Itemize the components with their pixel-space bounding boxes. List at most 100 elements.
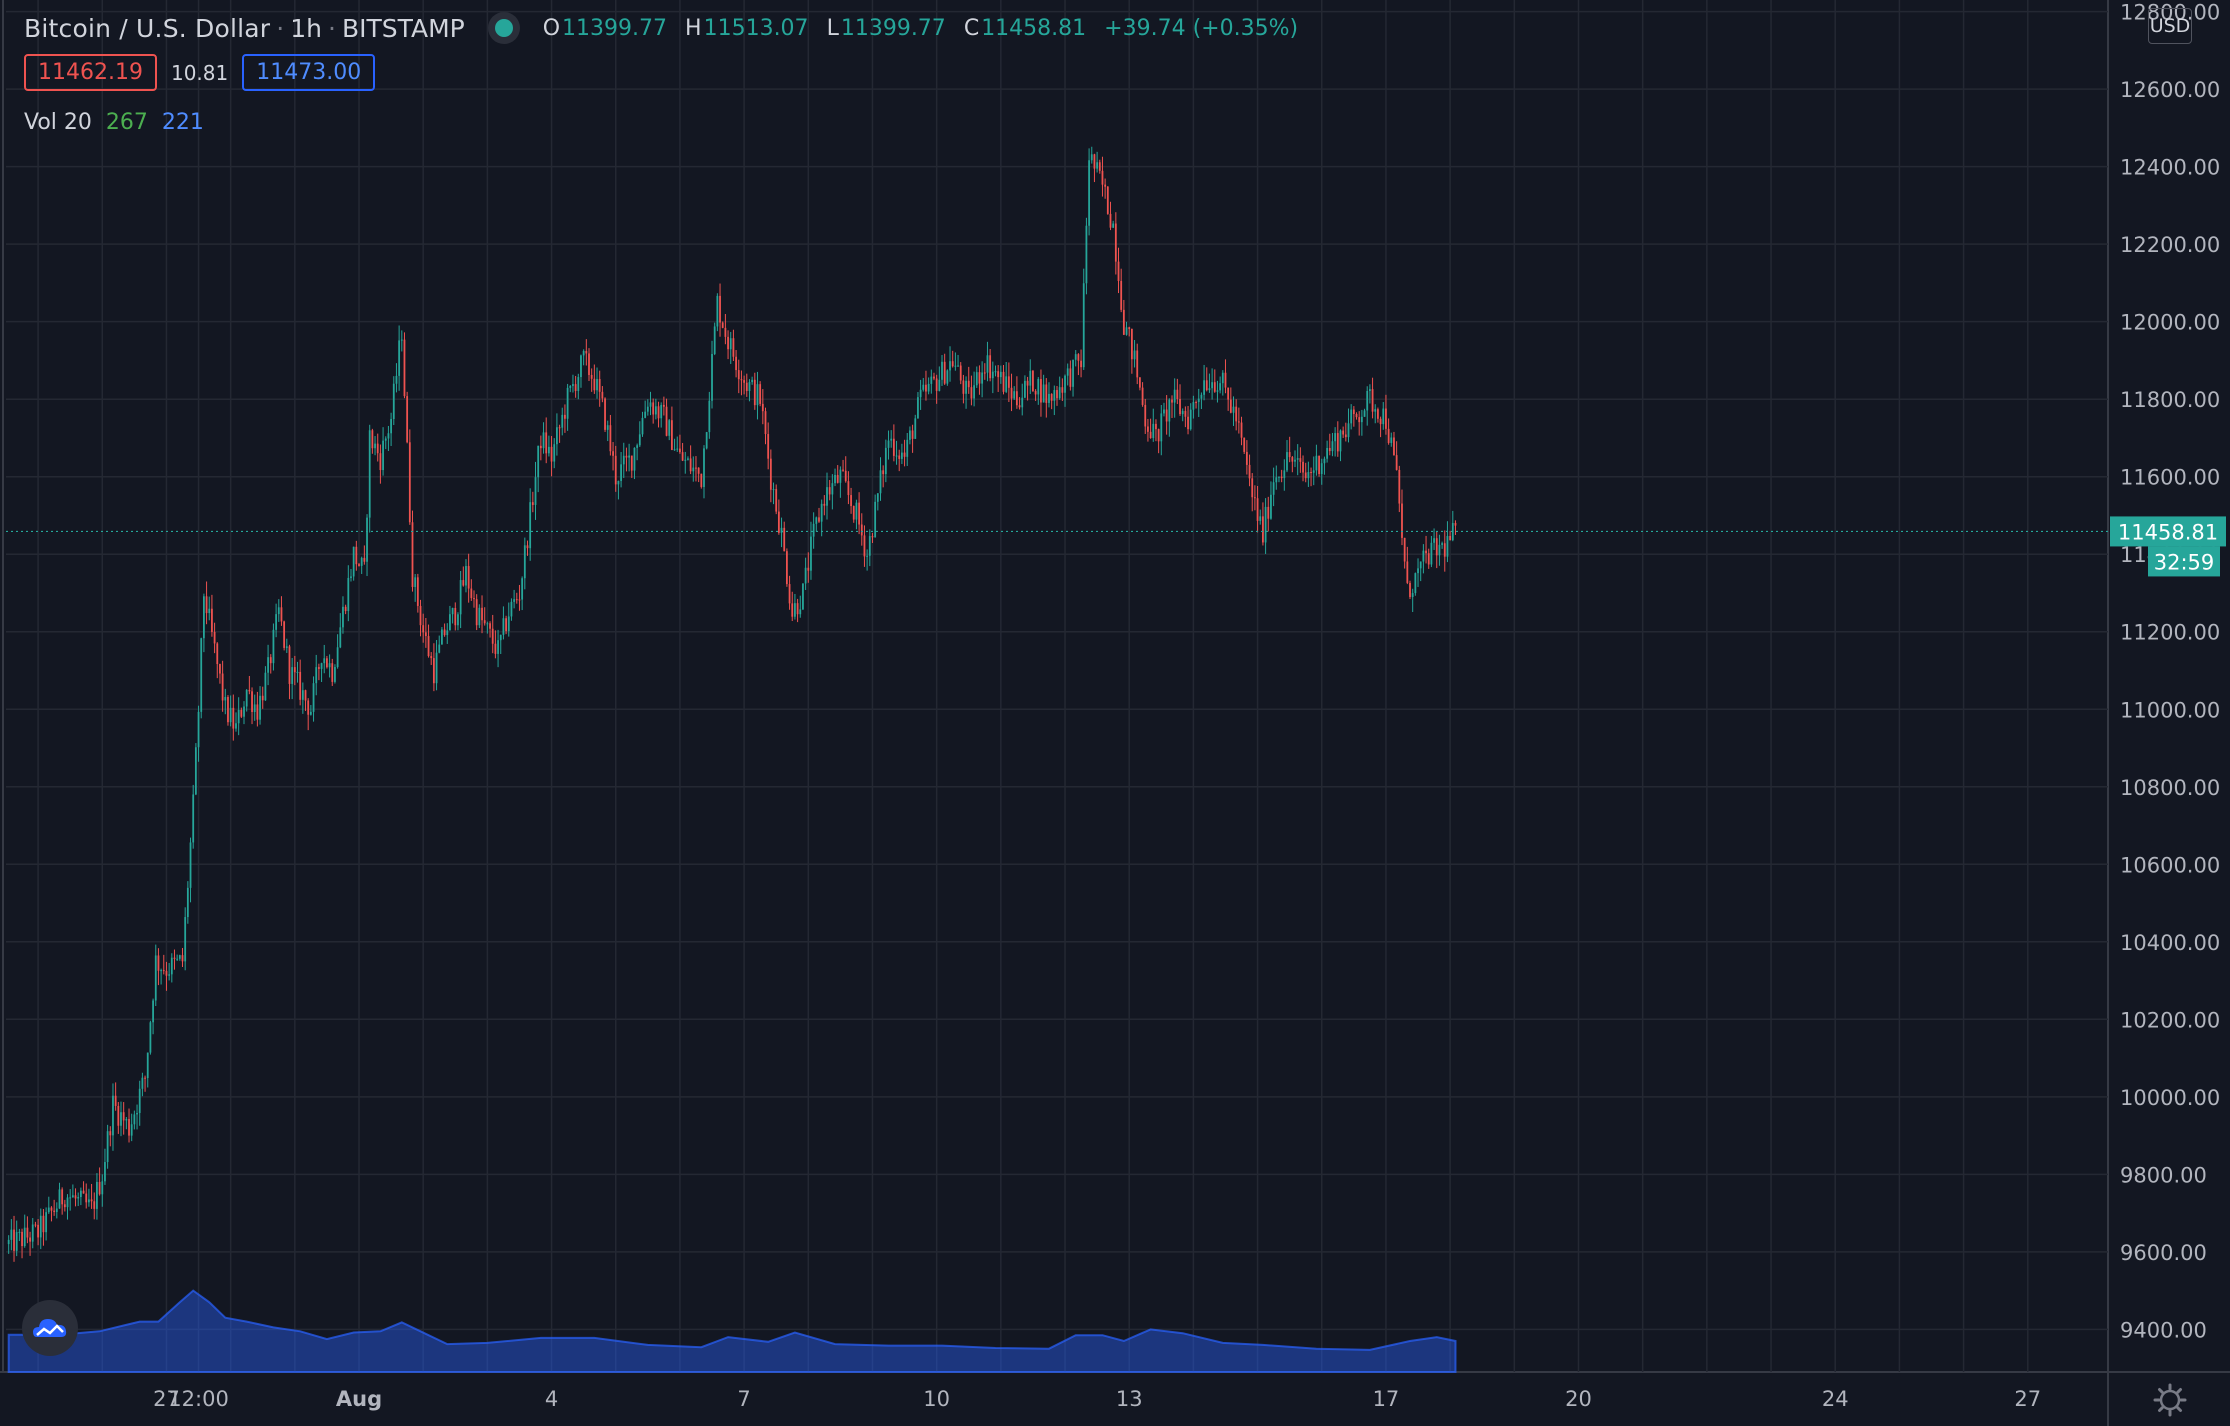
candle-body [598,379,601,392]
candle-body [1371,389,1374,412]
candle-body [486,623,489,625]
candle-body [1422,550,1425,562]
candle-body [1168,399,1171,422]
candle-body [478,607,481,626]
candle-body [1080,360,1082,368]
high-value: H11513.07 [685,15,809,41]
candle-body [1262,516,1264,543]
candle-body [326,658,328,668]
interval-label[interactable]: 1h [290,13,323,43]
candle-body [1120,280,1123,310]
candle-body [403,339,406,397]
candle-body [590,374,593,379]
candle-body [523,545,526,579]
candle-body [1419,561,1422,569]
candle-body [515,599,518,601]
candle-body [272,629,275,664]
candle-body [299,671,302,700]
candle-body [251,691,253,712]
candle-body [200,638,203,712]
candle-body [363,557,366,562]
candle-body [416,577,419,606]
candle-body [673,449,676,451]
candle-body [812,523,815,537]
candle-body [1216,390,1219,392]
candle-body [1096,162,1099,169]
candle-body [636,445,639,448]
candle-body [358,564,360,566]
candle-body [1368,389,1371,391]
candle-body [826,487,828,506]
candle-body [1130,328,1133,360]
candle-body [991,371,994,379]
candle-body [240,709,243,717]
candle-body [1267,506,1270,519]
candle-body [799,609,802,615]
candle-body [197,711,200,748]
volume-legend[interactable]: Vol 20 267 221 [24,110,204,135]
candle-body [788,584,791,604]
candle-body [732,338,735,357]
candle-body [1248,464,1251,479]
candle-body [1366,390,1369,411]
candle-body [1053,390,1056,401]
candle-body [753,379,756,406]
candle-body [831,483,834,495]
candle-body [1122,309,1125,335]
gear-icon[interactable] [2152,1382,2188,1418]
candle-body [1173,389,1176,403]
candle-body [117,1105,120,1126]
candle-body [537,445,540,478]
candle-body [178,955,181,959]
candle-body [646,406,649,412]
price-tick-label: 10600.00 [2120,853,2220,877]
candle-body [382,440,384,471]
candle-body [376,443,379,454]
candle-body [1125,327,1128,335]
candle-body [392,383,395,420]
candle-body [772,489,775,491]
candle-body [69,1197,72,1199]
cloud-logo-icon[interactable] [22,1300,78,1356]
candle-body [973,385,975,399]
candle-body [400,339,403,341]
sell-price-button[interactable]: 11462.19 [24,54,157,91]
candle-body [638,434,641,446]
candle-body [307,700,310,715]
candle-body [454,607,457,626]
candle-body [860,524,863,536]
candle-body [994,371,997,373]
candle-body [604,398,606,430]
candle-body [1032,370,1034,392]
candle-body [1331,441,1334,452]
candle-body [719,295,721,323]
market-status-icon[interactable] [494,19,513,37]
candle-body [352,546,355,577]
candle-body [866,555,869,557]
candle-body [1320,463,1323,475]
candle-body [962,380,965,394]
candle-body [1393,437,1395,456]
candle-body [82,1190,85,1194]
candle-body [1211,382,1214,389]
candle-body [676,448,679,450]
currency-button[interactable]: USD [2148,8,2192,44]
candle-body [1082,283,1085,368]
volume-label: Vol 20 [24,110,92,135]
candle-body [331,663,334,682]
buy-price-button[interactable]: 11473.00 [242,54,376,91]
candle-body [943,361,946,384]
time-tick-label: 7 [737,1387,750,1411]
candle-body [1438,544,1441,556]
candle-body [31,1224,34,1242]
candle-body [1283,470,1286,479]
candle-body [649,402,652,407]
candle-body [1203,380,1205,395]
candle-body [1270,494,1272,519]
symbol-name[interactable]: Bitcoin / U.S. Dollar [24,13,271,43]
candle-body [847,481,850,496]
candle-body [184,917,187,962]
candle-body [85,1193,88,1203]
candle-body [804,567,807,584]
